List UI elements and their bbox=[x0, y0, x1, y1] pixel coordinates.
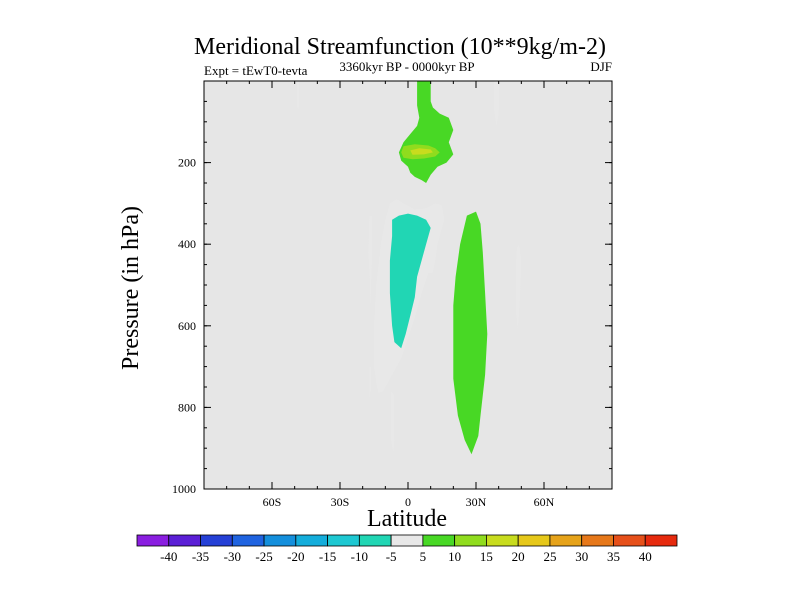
colorbar-label: -40 bbox=[160, 549, 177, 564]
colorbar-swatch bbox=[295, 534, 328, 547]
colorbar-swatch bbox=[136, 534, 170, 547]
colorbar: -40 -35 -30 -25 -20 -15 -10 -5 5 10 15 20 25 30 35 40 bbox=[136, 534, 678, 564]
y-tick-label: 600 bbox=[178, 319, 196, 333]
colorbar-label: -25 bbox=[255, 549, 272, 564]
contour-neg-nh-mid-cell bbox=[515, 244, 522, 330]
colorbar-swatch bbox=[327, 534, 360, 547]
season-label: DJF bbox=[590, 59, 612, 74]
colorbar-swatch bbox=[358, 534, 392, 547]
y-axis-label: Pressure (in hPa) bbox=[118, 206, 144, 370]
colorbar-swatch bbox=[549, 534, 583, 547]
y-tick-label: 800 bbox=[178, 400, 196, 414]
x-axis-label: Latitude bbox=[367, 506, 447, 532]
colorbar-swatch bbox=[517, 534, 551, 547]
time-range-label: 3360kyr BP - 0000kyr BP bbox=[339, 59, 474, 74]
experiment-label: Expt = tEwT0-tevta bbox=[204, 63, 308, 78]
colorbar-swatch bbox=[390, 534, 424, 547]
contour-neg-main-core bbox=[389, 213, 431, 349]
colorbar-swatch bbox=[231, 534, 265, 547]
axes: 60S 30S 0 30N 60N 200 400 600 800 1000 bbox=[172, 80, 613, 509]
colorbar-label: -35 bbox=[192, 549, 209, 564]
colorbar-swatch bbox=[263, 534, 297, 547]
plot-area bbox=[204, 81, 612, 489]
contour-regions bbox=[296, 81, 522, 455]
colorbar-label: 15 bbox=[480, 549, 493, 564]
chart-title: Meridional Streamfunction (10**9kg/m-2) bbox=[194, 34, 606, 60]
colorbar-label: -5 bbox=[386, 549, 397, 564]
contour-neg-thin-nh-upper bbox=[296, 81, 300, 110]
colorbar-label: 35 bbox=[607, 549, 620, 564]
x-tick-label: 60N bbox=[534, 495, 555, 509]
colorbar-label: 40 bbox=[639, 549, 652, 564]
colorbar-swatch bbox=[422, 534, 456, 547]
colorbar-swatch bbox=[644, 534, 678, 547]
colorbar-swatch bbox=[581, 534, 614, 547]
x-tick-label: 60S bbox=[263, 495, 282, 509]
colorbar-swatch bbox=[454, 534, 487, 547]
contour-pos-eq-center bbox=[410, 148, 433, 155]
y-tick-label: 1000 bbox=[172, 482, 196, 496]
y-tick-label: 200 bbox=[178, 156, 196, 170]
x-tick-label: 30S bbox=[331, 495, 350, 509]
contour-pos-nh-lower-cell bbox=[453, 211, 488, 455]
contour-neg-thin-nh-top bbox=[494, 81, 499, 126]
colorbar-swatch bbox=[613, 534, 646, 547]
contour-neg-sliver-low bbox=[391, 391, 395, 453]
colorbar-label: -15 bbox=[319, 549, 336, 564]
colorbar-label: -20 bbox=[287, 549, 304, 564]
colorbar-label: 5 bbox=[420, 549, 427, 564]
y-tick-label: 400 bbox=[178, 237, 196, 251]
colorbar-swatch bbox=[200, 534, 233, 547]
contour-neg-sliver-sh-low bbox=[369, 366, 371, 400]
colorbar-label: 30 bbox=[575, 549, 588, 564]
x-tick-label: 30N bbox=[466, 495, 487, 509]
contour-neg-sliver-sh bbox=[368, 215, 372, 310]
colorbar-label: -30 bbox=[224, 549, 241, 564]
x-tick-label: 0 bbox=[405, 495, 411, 509]
colorbar-swatch bbox=[486, 534, 519, 547]
colorbar-label: 10 bbox=[448, 549, 461, 564]
colorbar-label: 20 bbox=[512, 549, 525, 564]
colorbar-swatch bbox=[168, 534, 201, 547]
colorbar-label: -10 bbox=[351, 549, 368, 564]
colorbar-label: 25 bbox=[543, 549, 556, 564]
